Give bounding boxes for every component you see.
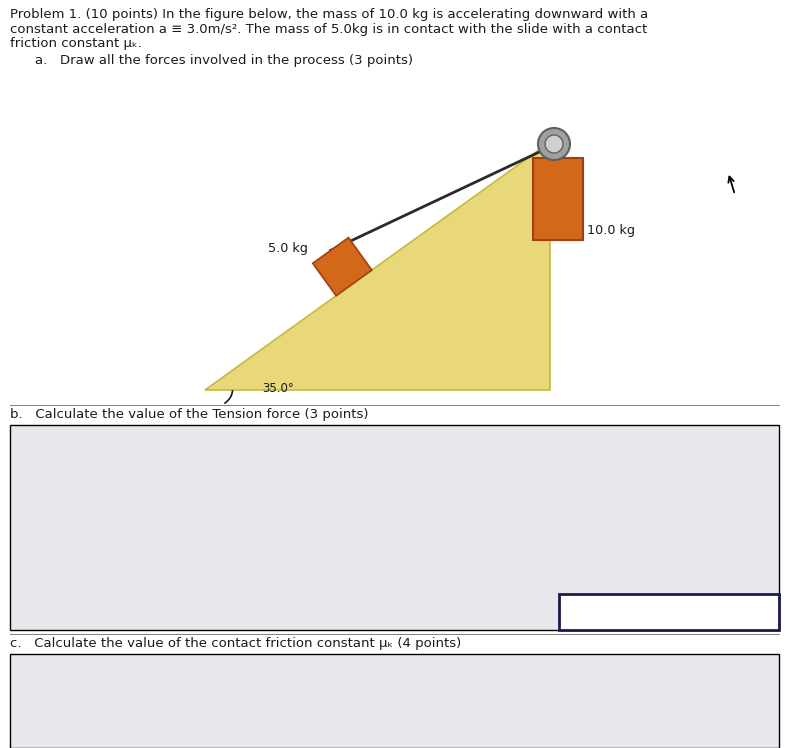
FancyBboxPatch shape [559,594,779,630]
FancyBboxPatch shape [10,654,779,748]
FancyBboxPatch shape [10,425,779,630]
Circle shape [538,128,570,160]
Text: Problem 1. (10 points) In the figure below, the mass of 10.0 kg is accelerating : Problem 1. (10 points) In the figure bel… [10,8,649,21]
Polygon shape [205,142,550,390]
Circle shape [545,135,563,153]
Text: T =: T = [571,605,599,619]
Text: a.   Draw all the forces involved in the process (3 points): a. Draw all the forces involved in the p… [35,54,413,67]
Text: constant acceleration a ≡ 3.0m/s². The mass of 5.0kg is in contact with the slid: constant acceleration a ≡ 3.0m/s². The m… [10,22,647,35]
Text: 10.0 kg: 10.0 kg [587,224,635,236]
Text: friction constant μₖ.: friction constant μₖ. [10,37,142,50]
Text: b.   Calculate the value of the Tension force (3 points): b. Calculate the value of the Tension fo… [10,408,368,421]
Text: 5.0 kg: 5.0 kg [268,242,308,255]
Text: 35.0°: 35.0° [262,381,294,394]
FancyBboxPatch shape [533,158,583,240]
Text: c.   Calculate the value of the contact friction constant μₖ (4 points): c. Calculate the value of the contact fr… [10,637,462,650]
Polygon shape [312,238,372,295]
